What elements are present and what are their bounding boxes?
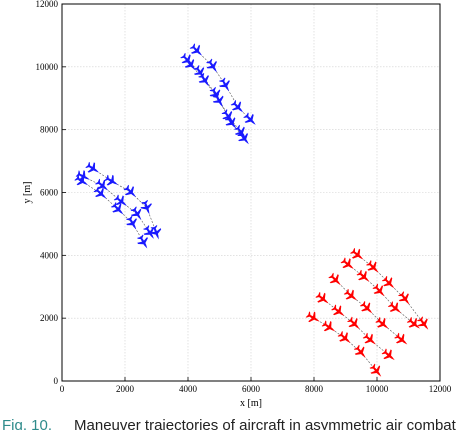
- x-tick-label: 6000: [242, 384, 261, 394]
- jet-icon: [387, 301, 402, 313]
- jet-icon: [375, 316, 389, 329]
- x-tick-label: 10000: [366, 384, 389, 394]
- jet-icon: [243, 112, 256, 125]
- trajectory-layer: [82, 50, 425, 372]
- x-tick-label: 8000: [305, 384, 324, 394]
- jet-icon: [366, 260, 379, 273]
- y-tick-label: 8000: [40, 125, 59, 135]
- jet-icon: [219, 77, 230, 92]
- jet-icon: [137, 234, 148, 249]
- jet-icon: [140, 199, 152, 215]
- y-tick-label: 6000: [40, 188, 59, 198]
- jet-icon: [372, 283, 385, 297]
- y-tick-label: 12000: [36, 0, 59, 9]
- jet-icon: [230, 99, 244, 113]
- jet-icon: [381, 275, 395, 289]
- jet-icon: [305, 311, 320, 323]
- jet-icon: [347, 316, 360, 330]
- jet-icon: [337, 331, 351, 344]
- jet-icon: [417, 316, 429, 330]
- jet-icon: [406, 316, 420, 329]
- x-tick-label: 0: [60, 384, 65, 394]
- trajectory-line: [197, 50, 252, 121]
- jet-icon: [394, 332, 408, 345]
- x-tick-label: 2000: [116, 384, 135, 394]
- trajectory-line: [93, 168, 157, 234]
- x-tick-label: 4000: [179, 384, 198, 394]
- jet-icon: [206, 58, 217, 73]
- jet-icon: [143, 225, 154, 239]
- jet-icon: [356, 269, 370, 282]
- figure-caption-text: Maneuver trajectories of aircraft in asy…: [74, 417, 456, 430]
- trajectory-line: [323, 299, 390, 357]
- y-axis-label: y [m]: [22, 182, 33, 204]
- y-tick-label: 0: [54, 376, 59, 386]
- jet-icon: [110, 202, 124, 215]
- x-tick-label: 12000: [429, 384, 452, 394]
- jet-icon: [331, 304, 345, 317]
- jet-icon: [212, 93, 224, 108]
- jet-icon: [183, 57, 196, 71]
- y-tick-label: 2000: [40, 313, 59, 323]
- trajectory-line: [357, 255, 425, 325]
- jet-icon: [381, 348, 395, 361]
- jet-icon: [353, 344, 366, 358]
- jet-icon: [189, 43, 203, 56]
- jet-icon: [398, 291, 410, 305]
- jet-icon: [193, 64, 205, 79]
- jet-icon: [221, 109, 234, 123]
- aircraft-marker-layer: [74, 43, 429, 377]
- jet-icon: [149, 225, 162, 240]
- figure-caption-label: Fig. 10.: [2, 417, 53, 430]
- jet-icon: [343, 288, 357, 301]
- jet-icon: [74, 174, 89, 186]
- jet-icon: [198, 72, 210, 87]
- x-axis-label: x [m]: [240, 398, 262, 409]
- figure-caption: Fig. 10. Maneuver trajectories of aircraf…: [2, 417, 474, 430]
- jet-icon: [321, 320, 336, 332]
- jet-icon: [359, 300, 373, 314]
- jet-icon: [237, 131, 249, 145]
- jet-icon: [93, 186, 107, 199]
- jet-icon: [328, 272, 341, 286]
- y-tick-label: 4000: [40, 250, 59, 260]
- jet-icon: [85, 161, 100, 173]
- jet-icon: [123, 184, 137, 198]
- jet-icon: [224, 115, 237, 129]
- y-tick-label: 10000: [36, 62, 59, 72]
- jet-icon: [369, 363, 382, 377]
- jet-icon: [104, 174, 119, 186]
- jet-icon: [350, 247, 364, 260]
- jet-icon: [113, 194, 127, 207]
- jet-icon: [315, 291, 329, 304]
- jet-icon: [340, 257, 354, 269]
- jet-icon: [362, 332, 376, 345]
- jet-icon: [234, 124, 246, 138]
- trajectory-line: [83, 176, 151, 234]
- tick-layer: 0 2000 4000 6000 8000 10000 12000 0 2000 4000 6000…: [36, 0, 452, 394]
- jet-icon: [130, 206, 142, 221]
- jet-icon: [126, 215, 137, 230]
